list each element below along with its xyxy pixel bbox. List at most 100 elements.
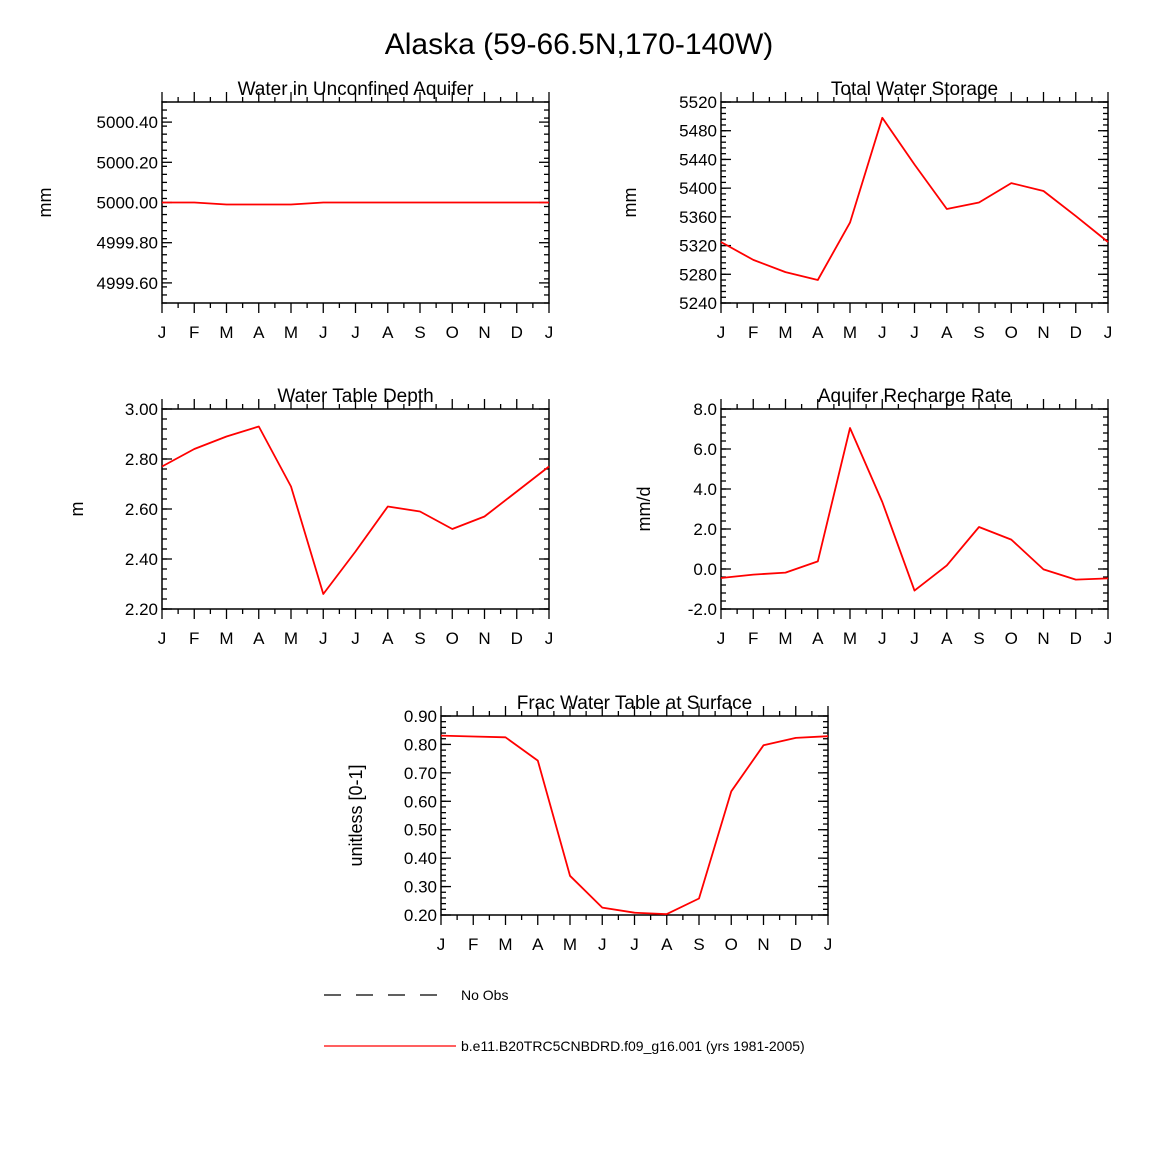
x-tick-label: F (189, 323, 199, 342)
panel-title: Water Table Depth (277, 386, 433, 407)
x-tick-label: A (941, 629, 953, 648)
x-tick-label: J (878, 629, 887, 648)
x-tick-label: M (563, 935, 577, 954)
figure-title: Alaska (59-66.5N,170-140W) (385, 28, 774, 61)
y-tick-label: 4999.60 (97, 274, 158, 293)
y-tick-label: 0.30 (404, 878, 437, 897)
x-tick-label: A (812, 323, 824, 342)
legend-obs-label: No Obs (461, 987, 508, 1003)
x-tick-label: J (824, 935, 833, 954)
y-tick-label: 5360 (679, 208, 717, 227)
y-tick-label: 2.0 (693, 520, 717, 539)
y-tick-label: 0.20 (404, 906, 437, 925)
x-tick-label: J (351, 629, 360, 648)
y-tick-label: 5240 (679, 294, 717, 313)
y-tick-label: 5480 (679, 122, 717, 141)
x-tick-label: A (253, 629, 265, 648)
y-tick-label: 5400 (679, 179, 717, 198)
x-tick-label: J (910, 629, 919, 648)
y-axis-label: mm (35, 188, 55, 218)
x-tick-label: O (1005, 629, 1018, 648)
y-axis-label: mm/d (634, 487, 654, 532)
y-tick-label: -2.0 (688, 600, 717, 619)
x-tick-label: S (973, 629, 984, 648)
x-tick-label: S (414, 323, 425, 342)
panel-water-table-depth: Water Table Depth m 2.20 2.40 2.60 2.80 3.00 J F… (67, 386, 553, 648)
series-line (440, 734, 829, 915)
x-tick-label: O (446, 323, 459, 342)
x-tick-label: M (498, 935, 512, 954)
x-tick-label: A (812, 629, 824, 648)
x-tick-label: O (725, 935, 738, 954)
x-tick-label: D (511, 629, 523, 648)
x-tick-label: A (661, 935, 673, 954)
y-tick-label: 0.80 (404, 735, 437, 754)
x-tick-label: M (843, 323, 857, 342)
y-tick-label: 4999.80 (97, 234, 158, 253)
panel-title: Water in Unconfined Aquifer (238, 79, 475, 100)
x-tick-label: S (414, 629, 425, 648)
x-tick-label: A (941, 323, 953, 342)
series-line (161, 425, 550, 595)
x-tick-label: J (878, 323, 887, 342)
x-tick-label: J (319, 629, 328, 648)
y-axis-label: mm (620, 188, 640, 218)
y-tick-label: 5440 (679, 150, 717, 169)
x-tick-label: J (545, 323, 554, 342)
legend: No Obs b.e11.B20TRC5CNBDRD.f09_g16.001 (… (324, 987, 805, 1054)
y-tick-label: 0.50 (404, 821, 437, 840)
x-tick-label: M (219, 629, 233, 648)
y-tick-label: 5000.00 (97, 194, 158, 213)
x-tick-label: O (446, 629, 459, 648)
x-tick-label: D (790, 935, 802, 954)
x-tick-label: J (717, 323, 726, 342)
x-tick-label: J (1104, 629, 1113, 648)
x-tick-label: N (757, 935, 769, 954)
panel-aquifer-recharge-rate: Aquifer Recharge Rate mm/d -2.0 0.0 2.0 4.0 6.… (634, 386, 1112, 648)
x-tick-label: D (511, 323, 523, 342)
y-tick-label: 4.0 (693, 480, 717, 499)
y-tick-label: 0.60 (404, 792, 437, 811)
x-tick-label: D (1070, 323, 1082, 342)
x-tick-label: M (843, 629, 857, 648)
series-line (720, 116, 1109, 281)
x-tick-label: J (545, 629, 554, 648)
x-tick-label: M (284, 629, 298, 648)
y-tick-label: 2.40 (125, 550, 158, 569)
y-tick-label: 5280 (679, 265, 717, 284)
x-tick-label: N (478, 323, 490, 342)
y-tick-label: 5000.40 (97, 113, 158, 132)
x-tick-label: J (717, 629, 726, 648)
panel-title: Aquifer Recharge Rate (818, 386, 1011, 407)
y-tick-label: 5000.20 (97, 153, 158, 172)
x-tick-label: J (630, 935, 639, 954)
x-tick-label: J (158, 629, 167, 648)
y-axis-label: unitless [0-1] (346, 764, 366, 866)
series-line (720, 427, 1109, 592)
panel-water-in-unconfined-aquifer: Water in Unconfined Aquifer mm 4999.60 4999… (35, 79, 553, 342)
x-tick-label: J (1104, 323, 1113, 342)
y-tick-label: 2.60 (125, 500, 158, 519)
series-line (162, 201, 549, 206)
y-tick-label: 5320 (679, 237, 717, 256)
y-tick-label: 8.0 (693, 400, 717, 419)
x-tick-label: J (437, 935, 446, 954)
x-tick-label: F (189, 629, 199, 648)
y-tick-label: 2.80 (125, 450, 158, 469)
panel-title: Frac Water Table at Surface (517, 693, 753, 714)
legend-model-label: b.e11.B20TRC5CNBDRD.f09_g16.001 (yrs 198… (461, 1038, 805, 1054)
y-tick-label: 6.0 (693, 440, 717, 459)
x-tick-label: M (778, 629, 792, 648)
y-tick-label: 0.90 (404, 707, 437, 726)
y-tick-label: 3.00 (125, 400, 158, 419)
x-tick-label: N (1037, 629, 1049, 648)
y-tick-label: 2.20 (125, 600, 158, 619)
panel-frac-water-table-at-surface: Frac Water Table at Surface unitless [0-1… (346, 693, 832, 954)
x-tick-label: F (748, 323, 758, 342)
x-tick-label: F (748, 629, 758, 648)
x-tick-label: A (382, 323, 394, 342)
x-tick-label: M (219, 323, 233, 342)
x-tick-label: J (351, 323, 360, 342)
x-tick-label: D (1070, 629, 1082, 648)
